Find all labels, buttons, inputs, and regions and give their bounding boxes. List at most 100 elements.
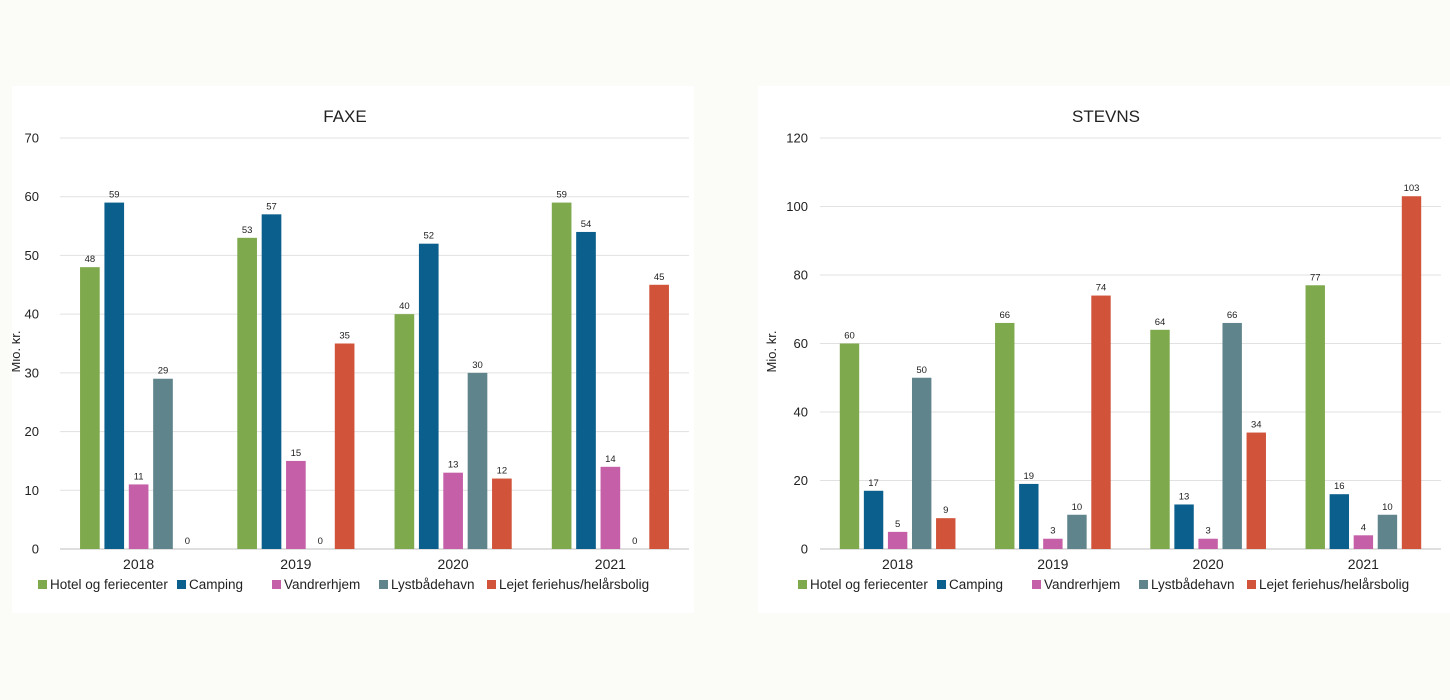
data-label: 45 xyxy=(654,272,665,283)
legend-swatch xyxy=(937,580,946,589)
data-label: 66 xyxy=(999,310,1010,321)
data-label: 0 xyxy=(185,536,190,547)
data-label: 4 xyxy=(1361,522,1366,533)
data-label: 10 xyxy=(1382,502,1393,513)
legend-label: Vandrerhjem xyxy=(1044,577,1120,592)
legend-label: Vandrerhjem xyxy=(284,577,360,592)
stevns-chart: STEVNS 0 20 40 60 80 100 120 Mio. kr. 60 17 5 50 9 201… xyxy=(764,107,1441,592)
bar-faxe-2019-series-3 xyxy=(286,460,306,549)
x-tick-label: 2021 xyxy=(1348,556,1379,572)
chart-title: STEVNS xyxy=(1072,107,1140,126)
bar-stevns-2018-series-1 xyxy=(839,343,860,549)
bar-faxe-2018-series-1 xyxy=(80,267,100,549)
bar-stevns-2019-series-5 xyxy=(1091,295,1111,549)
bar-stevns-2021-series-5 xyxy=(1401,196,1422,549)
legend-label: Lystbådehavn xyxy=(1151,577,1235,592)
legend-label: Lejet feriehus/helårsbolig xyxy=(499,577,649,592)
legend-label: Camping xyxy=(189,577,243,592)
y-tick-label: 70 xyxy=(25,131,39,146)
bar-faxe-2020-series-4 xyxy=(467,372,488,549)
data-label: 35 xyxy=(339,331,350,342)
bar-stevns-2019-series-2 xyxy=(1019,483,1039,549)
x-tick-label: 2021 xyxy=(595,556,626,572)
y-tick-label: 60 xyxy=(25,189,39,204)
bar-stevns-2021-series-2 xyxy=(1329,494,1350,549)
y-tick-label: 30 xyxy=(25,365,39,380)
data-label: 3 xyxy=(1205,526,1210,537)
data-label: 13 xyxy=(448,460,459,471)
bar-stevns-2018-series-3 xyxy=(887,531,908,549)
legend-label: Camping xyxy=(949,577,1003,592)
data-label: 11 xyxy=(134,471,144,482)
data-label: 57 xyxy=(266,201,277,212)
data-label: 14 xyxy=(605,454,616,465)
bar-stevns-2021-series-1 xyxy=(1305,285,1325,549)
bar-faxe-2018-series-4 xyxy=(153,378,173,549)
y-tick-label: 0 xyxy=(801,542,808,557)
bar-stevns-2021-series-3 xyxy=(1353,535,1374,549)
bar-faxe-2020-series-2 xyxy=(418,243,439,549)
bar-faxe-2021-series-1 xyxy=(551,202,572,549)
data-label: 52 xyxy=(423,231,434,242)
bar-stevns-2020-series-3 xyxy=(1198,538,1218,549)
data-label: 74 xyxy=(1096,283,1107,294)
data-label: 0 xyxy=(318,536,323,547)
legend-swatch xyxy=(272,580,281,589)
y-tick-label: 100 xyxy=(786,199,808,214)
stevns-chart-panel: STEVNS 0 20 40 60 80 100 120 Mio. kr. 60 17 5 50 9 201… xyxy=(758,86,1450,613)
y-tick-label: 40 xyxy=(794,405,808,420)
y-axis-label: Mio. kr. xyxy=(764,331,779,373)
data-label: 77 xyxy=(1310,272,1321,283)
bar-stevns-2018-series-4 xyxy=(911,377,932,549)
faxe-chart-panel: FAXE 0 10 20 30 40 50 60 70 Mio. kr. 48 59 11 29 0 2018… xyxy=(12,86,694,613)
chart-title: FAXE xyxy=(323,107,366,126)
y-tick-label: 120 xyxy=(786,131,808,146)
legend-label: Lystbådehavn xyxy=(391,577,475,592)
data-label: 48 xyxy=(85,254,96,265)
data-label: 64 xyxy=(1155,317,1166,328)
data-label: 103 xyxy=(1404,183,1420,194)
legend-swatch xyxy=(1032,580,1041,589)
x-tick-label: 2018 xyxy=(123,556,154,572)
x-tick-label: 2020 xyxy=(438,556,469,572)
legend-swatch xyxy=(38,580,47,589)
bar-faxe-2018-series-3 xyxy=(128,484,149,549)
legend-label: Hotel og feriecenter xyxy=(810,577,928,592)
legend-swatch xyxy=(379,580,388,589)
bar-faxe-2018-series-2 xyxy=(104,202,125,549)
data-label: 66 xyxy=(1227,310,1238,321)
bar-stevns-2020-series-4 xyxy=(1222,322,1242,549)
bar-stevns-2020-series-5 xyxy=(1246,432,1266,549)
bar-stevns-2018-series-2 xyxy=(863,490,884,549)
data-label: 16 xyxy=(1334,481,1345,492)
y-tick-label: 20 xyxy=(25,424,39,439)
data-label: 3 xyxy=(1050,526,1055,537)
data-label: 0 xyxy=(632,536,637,547)
data-label: 10 xyxy=(1072,502,1083,513)
data-label: 59 xyxy=(556,190,567,201)
data-label: 13 xyxy=(1179,491,1190,502)
data-label: 9 xyxy=(943,505,948,516)
data-label: 59 xyxy=(109,190,120,201)
data-label: 53 xyxy=(242,225,253,236)
legend-swatch xyxy=(1139,580,1148,589)
data-label: 5 xyxy=(895,519,900,530)
x-tick-label: 2018 xyxy=(882,556,913,572)
legend-swatch xyxy=(487,580,496,589)
y-tick-label: 20 xyxy=(794,473,808,488)
data-label: 17 xyxy=(868,478,879,489)
bar-stevns-2019-series-3 xyxy=(1043,538,1063,549)
faxe-chart: FAXE 0 10 20 30 40 50 60 70 Mio. kr. 48 59 11 29 0 2018… xyxy=(12,107,689,592)
bar-stevns-2019-series-4 xyxy=(1067,514,1087,549)
y-tick-label: 60 xyxy=(794,336,808,351)
bar-faxe-2019-series-1 xyxy=(237,237,257,550)
bar-faxe-2019-series-5 xyxy=(334,343,355,549)
data-label: 54 xyxy=(581,219,592,230)
y-tick-label: 50 xyxy=(25,248,39,263)
data-label: 12 xyxy=(497,466,508,477)
bar-stevns-2019-series-1 xyxy=(995,322,1015,549)
y-tick-label: 0 xyxy=(32,542,39,557)
data-label: 60 xyxy=(844,331,855,342)
data-label: 19 xyxy=(1024,471,1035,482)
